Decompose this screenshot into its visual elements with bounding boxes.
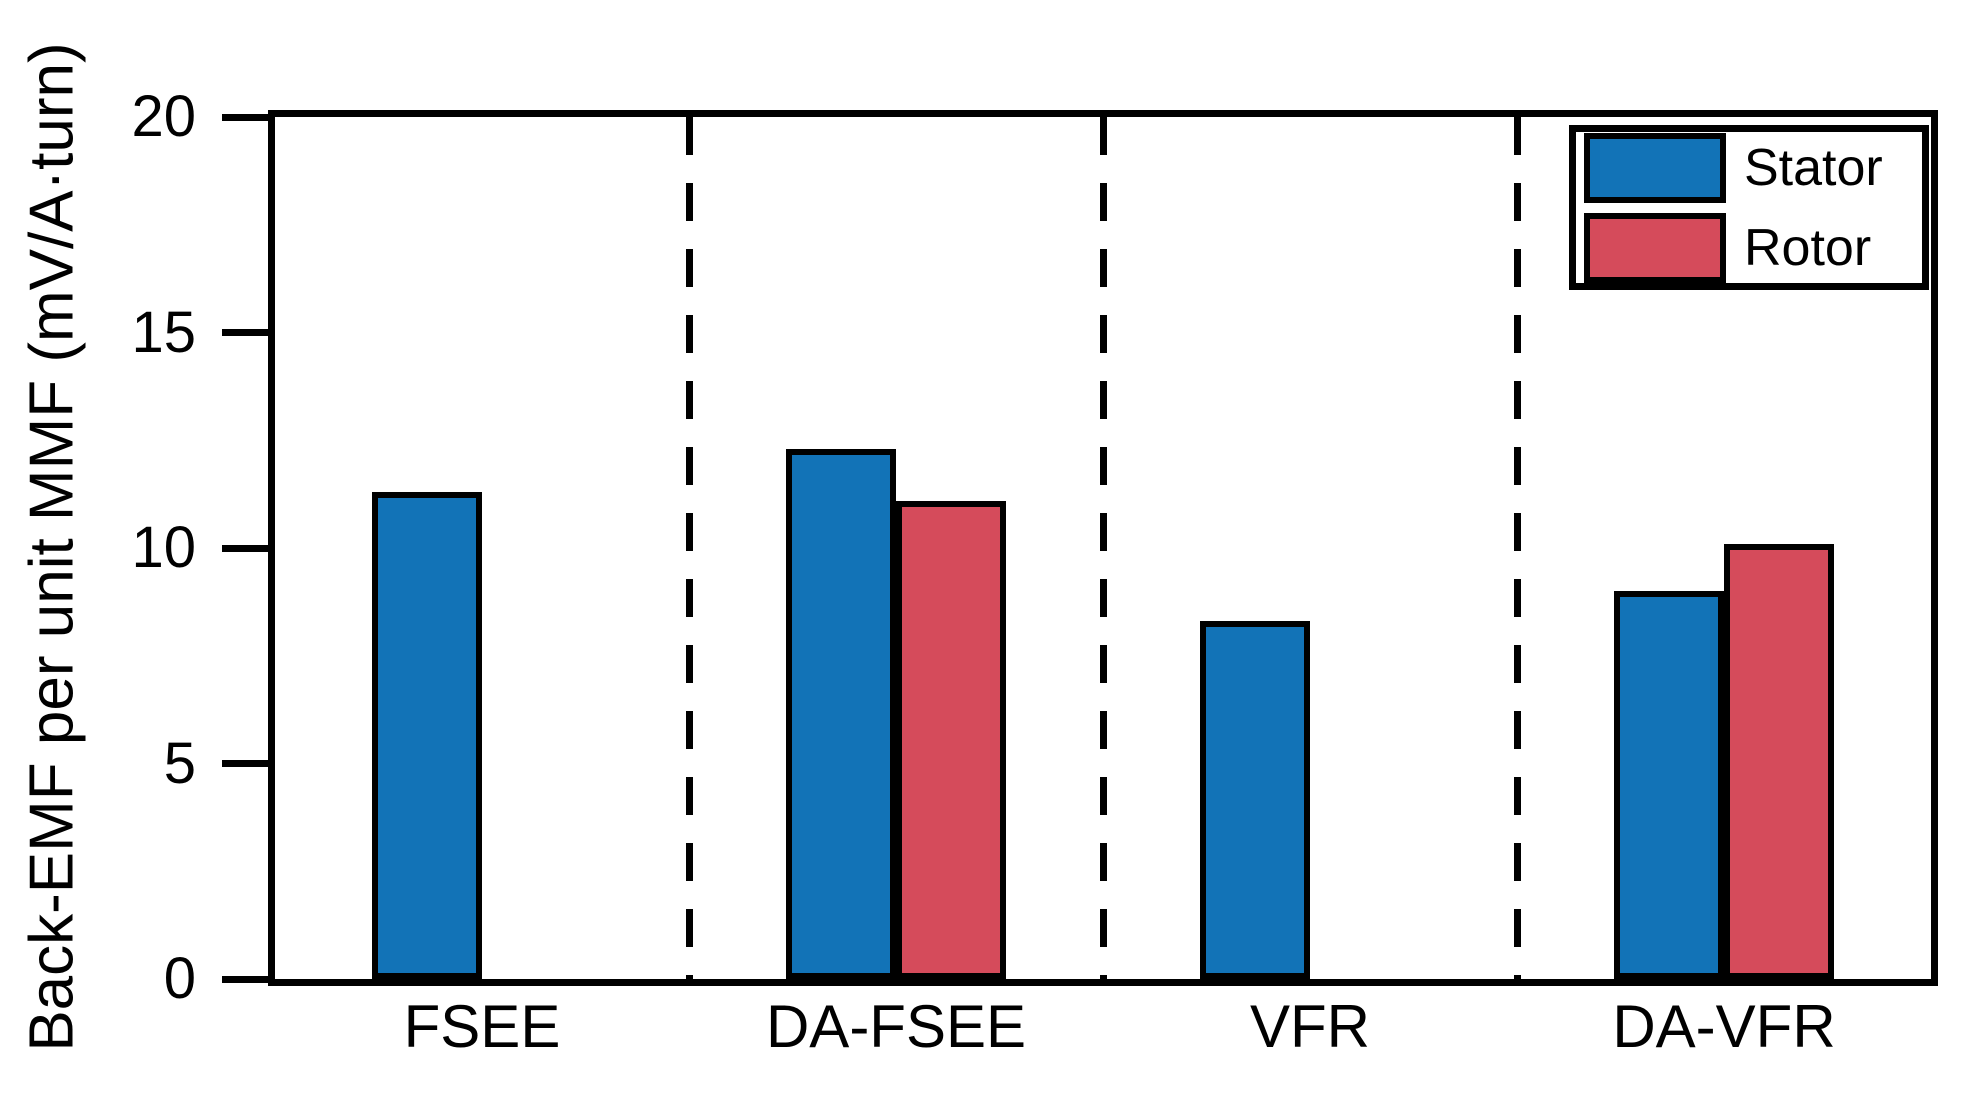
y-tick-label-0: 0 [163, 946, 196, 1011]
category-separator-1 [685, 117, 693, 979]
y-tick-label-5: 5 [163, 730, 196, 796]
y-tick-label-15: 15 [131, 299, 196, 365]
bar-fsee-stator [372, 491, 482, 979]
y-tick-15 [222, 329, 275, 336]
bar-da-vfr-rotor [1724, 543, 1834, 979]
legend-row-rotor: Rotor [1584, 212, 1914, 283]
bar-vfr-stator [1200, 621, 1310, 979]
category-separator-2 [1099, 117, 1107, 979]
bar-da-fsee-rotor [896, 500, 1006, 979]
plot-area: Stator Rotor [268, 110, 1938, 986]
x-tick-label-fsee: FSEE [403, 993, 561, 1060]
y-tick-label-20: 20 [131, 84, 196, 149]
bar-da-fsee-stator [786, 448, 896, 979]
x-tick-label-vfr: VFR [1250, 993, 1370, 1060]
bar-da-vfr-stator [1614, 591, 1724, 979]
y-tick-10 [222, 544, 275, 552]
y-tick-0 [222, 975, 275, 983]
x-tick-label-da-vfr: DA-VFR [1612, 993, 1836, 1060]
x-tick-label-da-fsee: DA-FSEE [765, 993, 1027, 1060]
y-tick-label-10: 10 [131, 515, 196, 580]
legend-swatch-rotor [1584, 212, 1726, 283]
legend-label-rotor: Rotor [1744, 218, 1872, 277]
legend-row-stator: Stator [1584, 132, 1914, 203]
y-tick-5 [222, 760, 275, 767]
legend-swatch-stator [1584, 132, 1726, 203]
category-separator-3 [1513, 117, 1521, 979]
legend: Stator Rotor [1569, 125, 1929, 290]
legend-label-stator: Stator [1744, 138, 1883, 197]
y-tick-20 [222, 113, 275, 121]
